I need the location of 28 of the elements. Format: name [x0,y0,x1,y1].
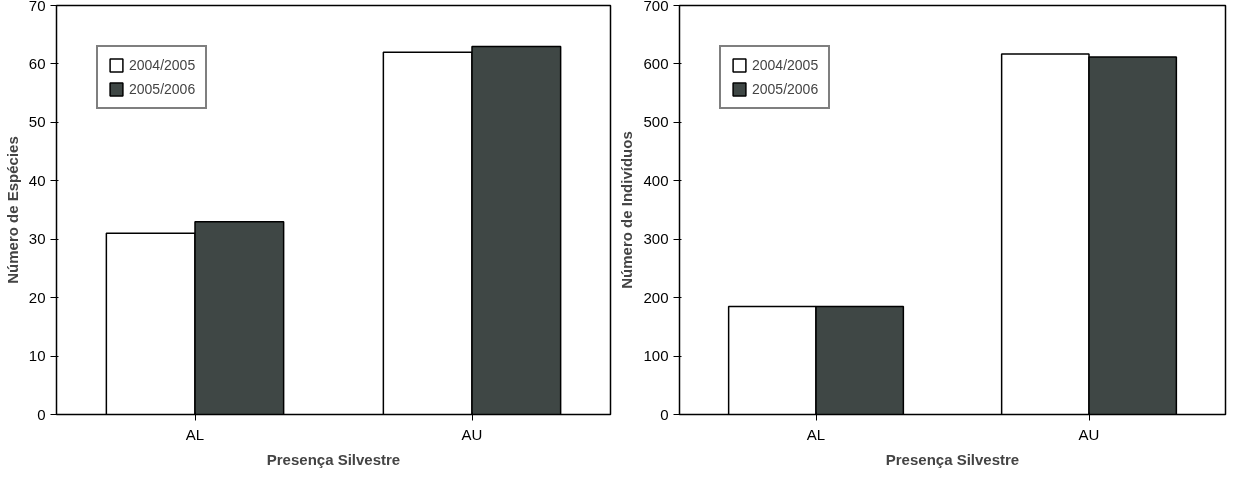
x-axis-title: Presença Silvestre [266,450,401,468]
y-tick-label: 700 [643,0,669,14]
y-tick-label: 20 [28,288,46,306]
y-tick-label: 100 [643,347,669,365]
legend-label: 2004/2005 [752,57,819,73]
y-tick-label: 50 [28,113,46,131]
y-tick-label: 400 [643,171,669,189]
y-axis-title: Número de Espécies [3,136,21,284]
y-tick-label: 60 [28,54,46,72]
y-tick-label: 70 [28,0,46,14]
y-tick-label: 500 [643,113,669,131]
y-tick-label: 0 [37,405,46,423]
y-tick-label: 10 [28,347,46,365]
legend-label: 2004/2005 [129,57,196,73]
y-tick-label: 30 [28,230,46,248]
y-tick-label: 300 [643,230,669,248]
y-tick-label: 40 [28,171,46,189]
y-axis-title: Número de Indivíduos [618,131,636,289]
y-tick-label: 200 [643,288,669,306]
x-tick-label: AU [1078,425,1100,443]
x-tick-label: AL [185,425,205,443]
x-tick-label: AU [461,425,483,443]
y-tick-label: 600 [643,54,669,72]
x-tick-label: AL [806,425,826,443]
y-tick-label: 0 [660,405,669,423]
legend-label: 2005/2006 [752,81,819,97]
x-axis-title: Presença Silvestre [885,450,1020,468]
legend-label: 2005/2006 [129,81,196,97]
